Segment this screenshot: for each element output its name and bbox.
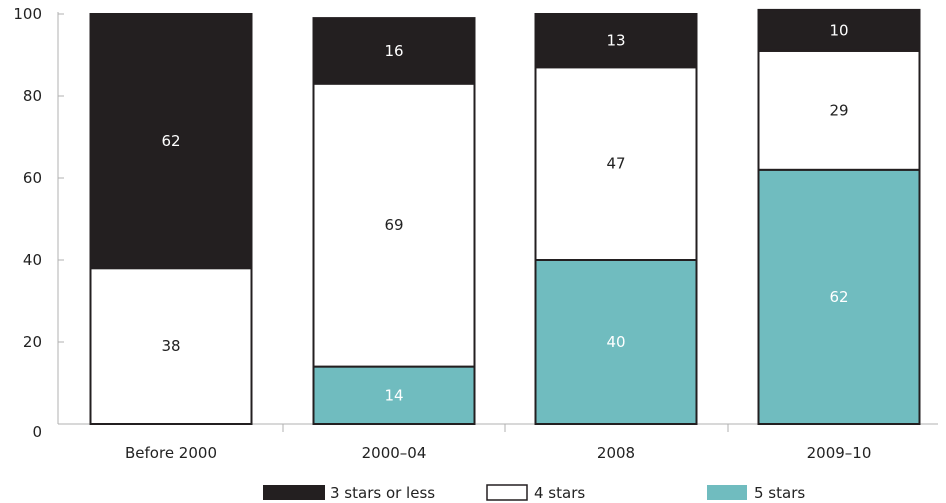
data-label: 47 — [606, 155, 625, 173]
data-label: 69 — [384, 216, 403, 234]
bar-segment — [312, 17, 476, 85]
y-tick-label: 0 — [32, 423, 42, 441]
x-tick-label: 2000–04 — [362, 444, 427, 462]
y-axis: 0 20 40 60 80 100 — [13, 5, 64, 441]
data-label: 29 — [829, 101, 848, 119]
bar-segment — [757, 8, 921, 52]
data-label: 10 — [829, 21, 848, 39]
bar-segment — [757, 49, 921, 171]
data-label: 14 — [384, 386, 403, 404]
legend-label: 4 stars — [534, 484, 585, 502]
y-tick-label: 20 — [23, 333, 42, 351]
data-label: 16 — [384, 42, 403, 60]
x-axis: Before 2000 2000–04 2008 2009–10 — [58, 423, 938, 462]
legend-label: 5 stars — [754, 484, 805, 502]
x-tick-label: Before 2000 — [125, 444, 217, 462]
bar-segment — [89, 13, 253, 270]
legend-swatch — [707, 485, 747, 500]
data-label: 38 — [161, 337, 180, 355]
bar-segment — [312, 82, 476, 368]
data-label: 40 — [606, 333, 625, 351]
y-tick-label: 100 — [13, 5, 42, 23]
legend-swatch — [486, 484, 528, 501]
bar-segment — [534, 13, 698, 69]
bars: 38 62 14 69 16 40 47 13 62 29 10 — [89, 8, 921, 426]
bar-segment — [89, 267, 253, 426]
x-tick-label: 2009–10 — [807, 444, 872, 462]
bar-segment — [312, 365, 476, 426]
legend-label: 3 stars or less — [330, 484, 435, 502]
legend: 3 stars or less 4 stars 5 stars — [263, 484, 805, 502]
bar-segment — [757, 168, 921, 425]
data-label: 62 — [829, 288, 848, 306]
y-tick-label: 80 — [23, 87, 42, 105]
y-tick-label: 60 — [23, 169, 42, 187]
y-tick-label: 40 — [23, 251, 42, 269]
x-tick-label: 2008 — [597, 444, 635, 462]
data-label: 13 — [606, 32, 625, 50]
data-label: 62 — [161, 132, 180, 150]
legend-swatch — [263, 485, 325, 500]
